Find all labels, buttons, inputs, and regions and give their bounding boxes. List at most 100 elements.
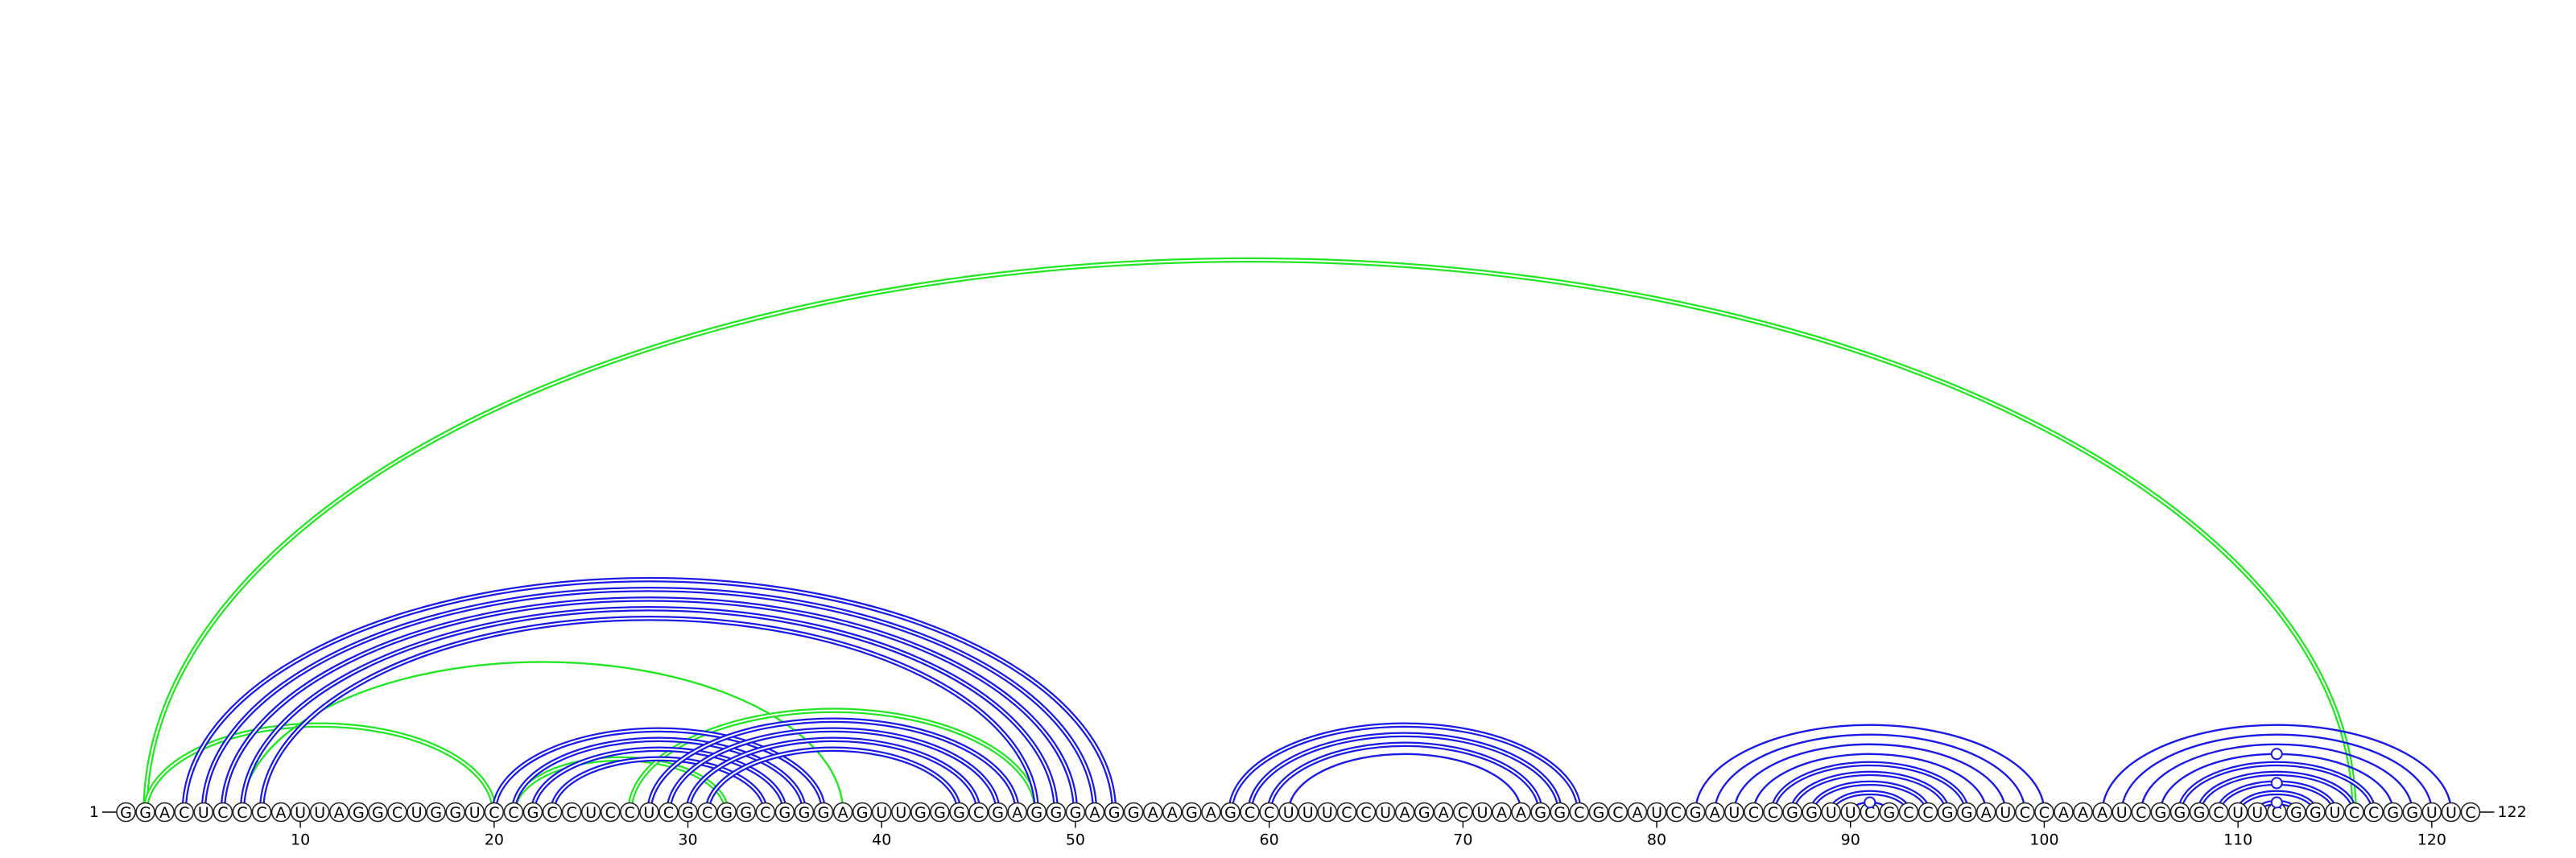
nucleotide-111: U — [2247, 802, 2268, 823]
nucleotide-letter: A — [1496, 804, 1507, 822]
nucleotide-circle — [1608, 802, 1629, 823]
nucleotide-circle — [794, 802, 815, 823]
nucleotide-letter: G — [799, 804, 811, 822]
nucleotide-circle — [1394, 802, 1415, 823]
nucleotide-circle — [387, 802, 407, 823]
nucleotide-letter: G — [720, 804, 733, 822]
nucleotide-85: C — [1744, 802, 1764, 823]
tick-label-60: 60 — [1260, 831, 1279, 849]
nucleotide-33: G — [736, 802, 757, 823]
nucleotide-letter: G — [682, 804, 694, 822]
nucleotide-41: U — [891, 802, 911, 823]
tick-label-50: 50 — [1066, 831, 1085, 849]
nucleotide-64: C — [1336, 802, 1357, 823]
nucleotide-letter: U — [295, 804, 306, 822]
nucleotide-letter: C — [2465, 804, 2475, 822]
nucleotide-letter: A — [1710, 804, 1720, 822]
arc-pair-core-107-117 — [2178, 762, 2375, 813]
nucleotide-letter: A — [2058, 804, 2069, 822]
nucleotide-42: G — [910, 802, 931, 823]
tick-label-70: 70 — [1453, 831, 1472, 849]
nucleotide-letter: U — [2446, 804, 2457, 822]
nucleotide-letter: U — [876, 804, 887, 822]
nucleotide-47: A — [1007, 802, 1028, 823]
nucleotide-circle — [1433, 802, 1454, 823]
nucleotide-circle — [135, 802, 155, 823]
nucleotide-48: G — [1026, 802, 1047, 823]
nucleotide-87: G — [1782, 802, 1802, 823]
nucleotide-34: C — [755, 802, 776, 823]
nucleotide-letter: G — [2174, 804, 2186, 822]
nucleotide-101: A — [2054, 802, 2074, 823]
nucleotide-letter: U — [643, 804, 654, 822]
nucleotide-98: U — [1995, 802, 2016, 823]
nucleotide-letter: C — [2136, 804, 2146, 822]
nucleotide-letter: C — [2039, 804, 2050, 822]
nucleotide-circle — [1530, 802, 1550, 823]
arc-pair-core-5-51 — [202, 588, 1096, 813]
nucleotide-letter: C — [625, 804, 635, 822]
nucleotide-78: C — [1608, 802, 1629, 823]
arc-pair-core-20-37 — [493, 728, 825, 813]
arc-pair-core-2-116 — [144, 259, 2355, 813]
arc-pair-core-2-20 — [144, 724, 495, 813]
nucleotide-circle — [716, 802, 737, 823]
arc-pair-103-121 — [2101, 724, 2453, 814]
nucleotide-54: A — [1142, 802, 1163, 823]
nucleotide-117: C — [2363, 802, 2384, 823]
nucleotide-circle — [697, 802, 717, 823]
nucleotide-circle — [2189, 802, 2210, 823]
nucleotide-circle — [1821, 802, 1841, 823]
nucleotide-letter: G — [430, 804, 442, 822]
nucleotide-circle — [1569, 802, 1590, 823]
nucleotide-circle — [1201, 802, 1221, 823]
arc-pair-core-22-35 — [531, 748, 786, 813]
nucleotide-100: C — [2034, 802, 2054, 823]
nucleotide-66: U — [1375, 802, 1396, 823]
nucleotide-8: C — [251, 802, 272, 823]
nucleotide-letter: G — [740, 804, 752, 822]
nucleotide-circle — [445, 802, 465, 823]
nucleotide-letter: G — [934, 804, 946, 822]
nucleotide-circle — [1704, 802, 1725, 823]
nucleotide-circle — [1220, 802, 1241, 823]
nucleotide-letter: G — [1961, 804, 1973, 822]
marker-layer — [1864, 748, 2283, 809]
nucleotide-circle — [658, 802, 679, 823]
nucleotide-circle — [2247, 802, 2268, 823]
nucleotide-letter: U — [2252, 804, 2263, 822]
arc-pair-core-27-48 — [629, 709, 1038, 813]
nucleotide-letter: G — [1108, 804, 1121, 822]
nucleotide-83: A — [1704, 802, 1725, 823]
nucleotide-10: U — [290, 802, 311, 823]
nucleotide-37: G — [813, 802, 834, 823]
nucleotide-circle — [1472, 802, 1492, 823]
nucleotide-circle — [1782, 802, 1802, 823]
nucleotide-letter: G — [372, 804, 384, 822]
nucleotide-circle — [116, 802, 136, 823]
nucleotide-circle — [1278, 802, 1298, 823]
nucleotide-circle — [2325, 802, 2345, 823]
nucleotide-circle — [270, 802, 291, 823]
nucleotide-circle — [736, 802, 757, 823]
nucleotide-circle — [2073, 802, 2093, 823]
nucleotide-circle — [426, 802, 446, 823]
nucleotide-letter: G — [953, 804, 965, 822]
nucleotide-letter: G — [1030, 804, 1042, 822]
nucleotide-letter: C — [547, 804, 557, 822]
nucleotide-18: G — [445, 802, 465, 823]
nucleotide-circle — [542, 802, 563, 823]
nucleotide-circle — [1918, 802, 1938, 823]
nucleotide-79: A — [1627, 802, 1648, 823]
nucleotide-letter: C — [2213, 804, 2223, 822]
nucleotide-105: C — [2131, 802, 2152, 823]
nucleotide-circle — [2402, 802, 2423, 823]
nucleotide-circle — [1142, 802, 1163, 823]
nucleotide-letter: U — [198, 804, 209, 822]
nucleotide-113: G — [2286, 802, 2306, 823]
nucleotide-circle — [930, 802, 950, 823]
nucleotide-107: G — [2169, 802, 2190, 823]
nucleotide-letter: C — [256, 804, 266, 822]
nucleotide-letter: C — [2368, 804, 2379, 822]
